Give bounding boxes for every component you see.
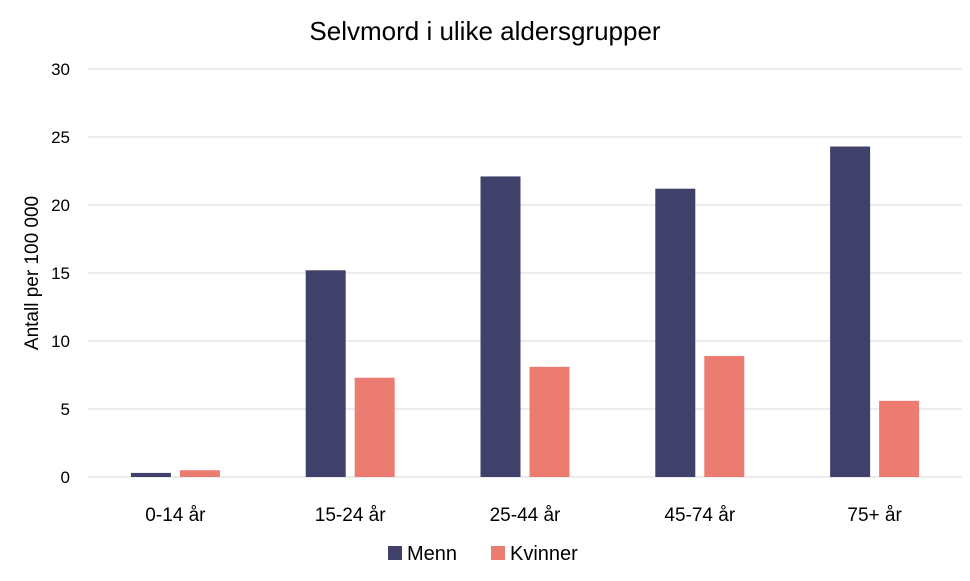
bar-menn-0 — [130, 472, 171, 477]
y-tick-label: 20 — [51, 196, 70, 215]
bar-kvinner-3 — [704, 355, 745, 477]
legend-label-kvinner: Kvinner — [510, 543, 578, 565]
x-axis-categories: 0-14 år 15-24 år 25-44 år 45-74 år 75+ år — [145, 505, 902, 526]
chart-title: Selvmord i ulike aldersgrupper — [309, 16, 661, 46]
bar-menn-4 — [830, 146, 871, 477]
gridlines — [88, 68, 962, 478]
bar-kvinner-1 — [354, 377, 395, 477]
bar-menn-3 — [655, 188, 696, 477]
bar-kvinner-2 — [529, 366, 570, 477]
legend-swatch-menn — [388, 546, 402, 560]
y-tick-label: 10 — [51, 332, 70, 351]
bar-kvinner-4 — [879, 400, 920, 477]
y-tick-label: 5 — [61, 400, 70, 419]
x-category-label: 45-74 år — [664, 505, 735, 526]
x-category-label: 75+ år — [847, 505, 902, 526]
y-axis-label: Antall per 100 000 — [22, 196, 43, 350]
bar-kvinner-0 — [179, 470, 220, 477]
y-axis-ticks: 0 5 10 15 20 25 30 — [51, 60, 70, 487]
legend-label-menn: Menn — [407, 543, 457, 565]
x-category-label: 15-24 år — [315, 505, 386, 526]
bars — [130, 146, 920, 477]
legend: Menn Kvinner — [388, 543, 578, 565]
x-category-label: 0-14 år — [145, 505, 206, 526]
y-tick-label: 30 — [51, 60, 70, 79]
legend-swatch-kvinner — [491, 546, 505, 560]
y-tick-label: 15 — [51, 264, 70, 283]
y-tick-label: 0 — [61, 468, 70, 487]
y-tick-label: 25 — [51, 128, 70, 147]
x-category-label: 25-44 år — [490, 505, 561, 526]
bar-menn-1 — [305, 270, 346, 477]
bar-menn-2 — [480, 176, 521, 477]
